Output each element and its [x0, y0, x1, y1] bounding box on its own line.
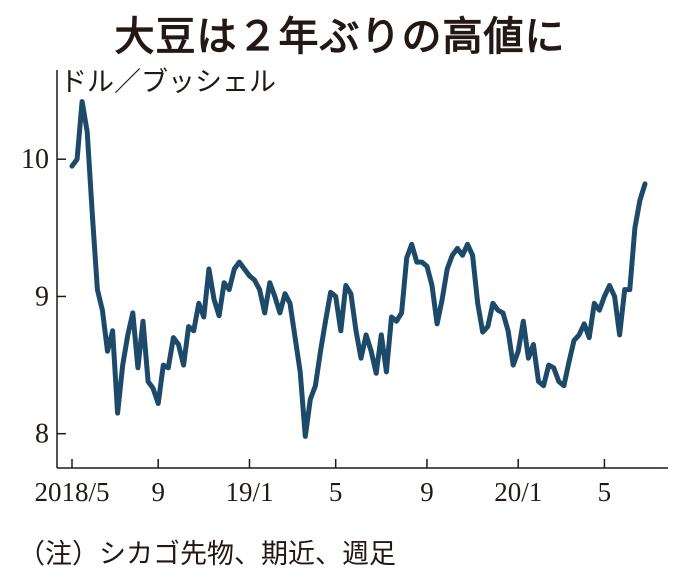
source-note: （注）シカゴ先物、期近、週足: [18, 539, 396, 570]
x-tick-label: 2018/5: [34, 477, 109, 507]
plot-area: [69, 99, 648, 439]
x-tick-label: 20/1: [494, 477, 542, 507]
price-series-line: [69, 99, 648, 439]
y-tick-label: 8: [35, 419, 49, 450]
x-tick-label: 9: [420, 477, 434, 507]
chart-title: 大豆は２年ぶりの高値に: [114, 14, 566, 60]
x-tick-label: 9: [151, 477, 165, 507]
x-tick-label: 5: [598, 477, 612, 507]
x-tick-label: 19/1: [225, 477, 273, 507]
y-tick-label: 9: [35, 281, 49, 312]
y-tick-label: 10: [21, 144, 49, 175]
y-axis-unit-label: ドル／ブッシェル: [60, 67, 276, 98]
x-tick-label: 5: [329, 477, 343, 507]
